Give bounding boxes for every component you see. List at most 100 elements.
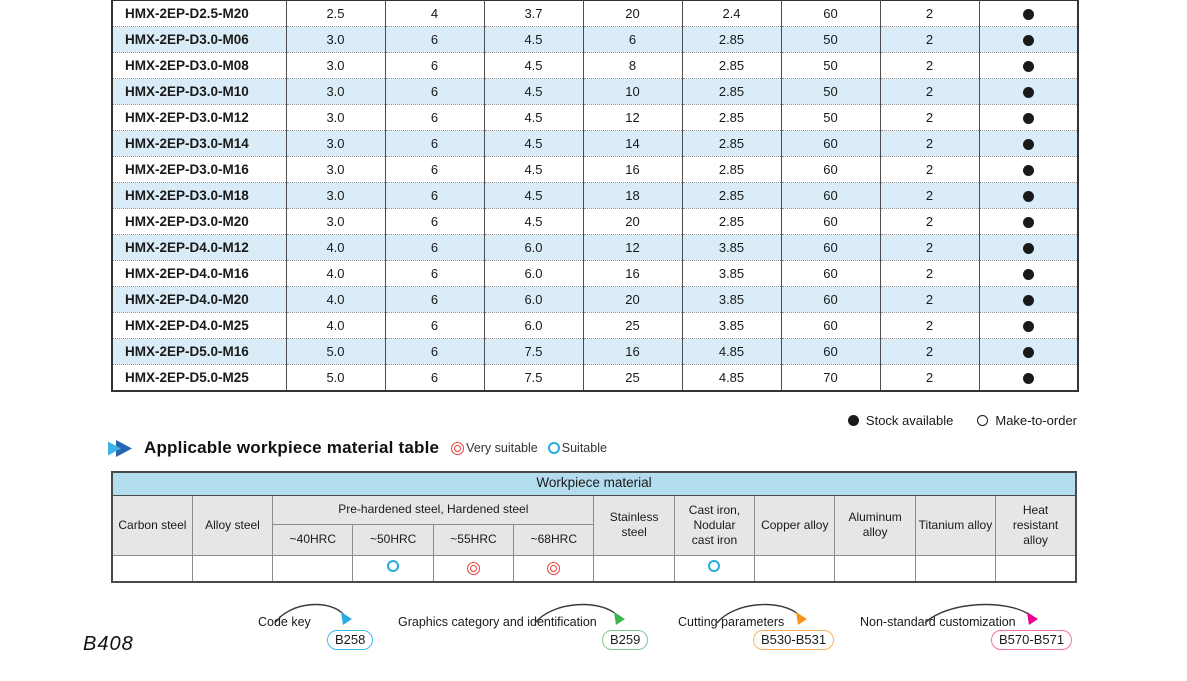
stock-available-icon — [1022, 35, 1034, 47]
spec-value: 2.85 — [682, 208, 782, 235]
spec-value: 60 — [781, 234, 881, 261]
spec-value: 60 — [781, 182, 881, 209]
spec-value: 2 — [880, 26, 980, 53]
suitable-icon — [708, 560, 721, 573]
spec-value: 60 — [781, 130, 881, 157]
spec-value: 6 — [385, 234, 485, 261]
spec-value: 6.0 — [484, 286, 584, 313]
stock-available-icon — [1022, 269, 1034, 281]
spec-value: 6 — [385, 104, 485, 131]
spec-value: 6 — [385, 208, 485, 235]
stock-cell — [979, 234, 1078, 261]
rating-cell — [191, 554, 274, 583]
rating-cell — [914, 554, 997, 583]
spec-value: 2 — [880, 312, 980, 339]
spec-value: 3.0 — [286, 130, 386, 157]
spec-value: 60 — [781, 208, 881, 235]
model-code: HMX-2EP-D2.5-M20 — [112, 0, 287, 27]
ref-code-box[interactable]: B259 — [602, 630, 649, 650]
col-heat-resistant-alloy: Heat resistant alloy — [995, 494, 1077, 556]
ref-code-box[interactable]: B570-B571 — [991, 630, 1073, 650]
spec-value: 4 — [385, 0, 485, 27]
spec-value: 2.85 — [682, 52, 782, 79]
spec-value: 4.85 — [682, 338, 782, 365]
stock-cell — [979, 208, 1078, 235]
spec-value: 4.5 — [484, 208, 584, 235]
spec-value: 60 — [781, 286, 881, 313]
spec-value: 2 — [880, 338, 980, 365]
spec-value: 25 — [583, 312, 683, 339]
stock-available-icon — [1022, 321, 1034, 333]
ref-arrow-icon — [924, 603, 1038, 625]
spec-value: 4.0 — [286, 260, 386, 287]
stock-available-icon — [847, 415, 859, 426]
spec-value: 16 — [583, 338, 683, 365]
spec-value: 2 — [880, 234, 980, 261]
spec-row: HMX-2EP-D3.0-M14 3.0 6 4.5 14 2.85 60 2 — [112, 130, 1078, 157]
spec-value: 3.0 — [286, 156, 386, 183]
col-55hrc: ~55HRC — [432, 523, 515, 556]
ref-code-box[interactable]: B530-B531 — [753, 630, 835, 650]
rating-cell — [272, 554, 354, 583]
rating-cell — [352, 554, 434, 583]
spec-value: 50 — [781, 104, 881, 131]
spec-value: 4.85 — [682, 364, 782, 391]
model-code: HMX-2EP-D3.0-M10 — [112, 78, 287, 105]
ref-arrow-icon — [716, 603, 807, 625]
col-copper-alloy: Copper alloy — [754, 494, 836, 556]
spec-value: 60 — [781, 156, 881, 183]
spec-value: 3.7 — [484, 0, 584, 27]
model-code: HMX-2EP-D4.0-M25 — [112, 312, 287, 339]
col-40hrc: ~40HRC — [272, 523, 354, 556]
workpiece-section-header: Applicable workpiece material table Very… — [107, 438, 607, 458]
spec-value: 2 — [880, 208, 980, 235]
very-suitable-icon — [466, 561, 480, 575]
double-chevron-icon — [107, 439, 135, 458]
stock-available-icon — [1022, 217, 1034, 229]
spec-value: 2 — [880, 104, 980, 131]
spec-value: 2.85 — [682, 78, 782, 105]
stock-cell — [979, 365, 1078, 391]
spec-value: 4.5 — [484, 52, 584, 79]
spec-value: 6 — [385, 130, 485, 157]
very-suitable-icon — [451, 441, 465, 455]
spec-value: 2 — [880, 286, 980, 313]
section-title: Applicable workpiece material table — [144, 438, 440, 457]
spec-value: 12 — [583, 234, 683, 261]
stock-available-icon — [1022, 165, 1034, 177]
spec-value: 3.0 — [286, 104, 386, 131]
model-code: HMX-2EP-D5.0-M25 — [112, 364, 287, 391]
ref-code-box[interactable]: B258 — [327, 630, 374, 650]
suitable-icon — [387, 560, 400, 573]
spec-value: 3.85 — [682, 260, 782, 287]
spec-value: 8 — [583, 52, 683, 79]
spec-value: 50 — [781, 52, 881, 79]
col-68hrc: ~68HRC — [513, 523, 595, 556]
stock-cell — [979, 0, 1078, 27]
spec-value: 4.5 — [484, 130, 584, 157]
ref-arrow-icon — [274, 603, 352, 625]
ref-label: Code key — [258, 615, 311, 629]
stock-available-icon — [1022, 372, 1034, 384]
spec-value: 6 — [583, 26, 683, 53]
spec-value: 7.5 — [484, 364, 584, 391]
spec-value: 60 — [781, 0, 881, 27]
rating-cell — [834, 554, 916, 583]
spec-value: 6 — [385, 312, 485, 339]
spec-value: 6 — [385, 286, 485, 313]
model-code: HMX-2EP-D4.0-M20 — [112, 286, 287, 313]
spec-value: 25 — [583, 364, 683, 391]
col-stainless-steel: Stainless steel — [593, 494, 675, 556]
make-to-order-label: Make-to-order — [995, 413, 1077, 428]
stock-legend: Stock available Make-to-order — [111, 413, 1077, 428]
spec-value: 6 — [385, 338, 485, 365]
spec-value: 20 — [583, 208, 683, 235]
spec-row: HMX-2EP-D5.0-M25 5.0 6 7.5 25 4.85 70 2 — [112, 364, 1078, 391]
spec-row: HMX-2EP-D4.0-M16 4.0 6 6.0 16 3.85 60 2 — [112, 260, 1078, 287]
spec-row: HMX-2EP-D3.0-M08 3.0 6 4.5 8 2.85 50 2 — [112, 52, 1078, 79]
spec-value: 6 — [385, 260, 485, 287]
spec-value: 6.0 — [484, 312, 584, 339]
col-carbon-steel: Carbon steel — [111, 494, 193, 556]
spec-value: 3.0 — [286, 208, 386, 235]
spec-value: 10 — [583, 78, 683, 105]
